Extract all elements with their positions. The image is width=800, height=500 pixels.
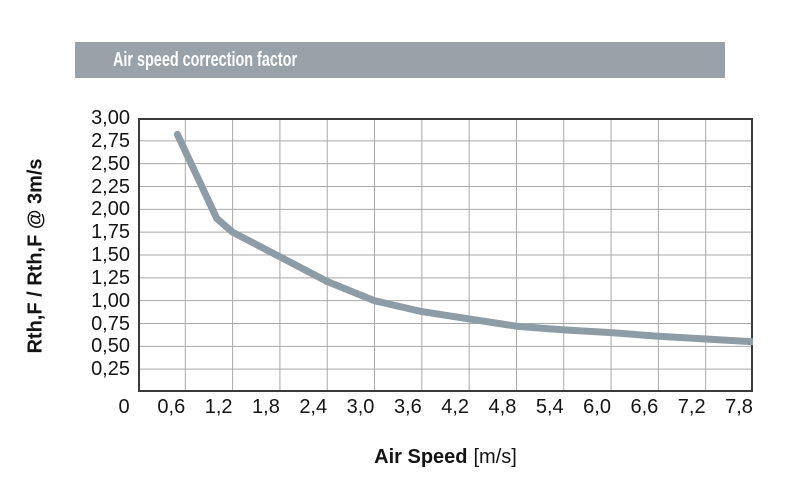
x-tick-label: 3,6	[393, 396, 422, 418]
y-tick-label: 0,50	[91, 335, 130, 358]
x-tick-label: 6,0	[583, 396, 611, 418]
y-tick-label: 3,00	[91, 107, 130, 129]
chart	[138, 118, 753, 392]
y-tick-label: 1,50	[91, 244, 130, 266]
x-tick-label: 7,8	[725, 396, 753, 418]
x-tick-label: 1,8	[252, 396, 280, 418]
section-header-title: Air speed correction factor	[113, 48, 298, 71]
plot-border	[138, 118, 753, 392]
y-tick-label: 2,00	[91, 198, 130, 221]
x-tick-label: 1,2	[204, 396, 233, 418]
y-tick-label: 2,50	[91, 152, 130, 175]
x-tick-label: 4,8	[488, 396, 517, 418]
correction-factor-curve	[173, 130, 753, 346]
y-axis-title: Rth,F / Rth,F @ 3m/s	[24, 158, 47, 354]
y-tick-label: 2,25	[91, 175, 130, 198]
x-axis-title: Air Speed [m/s]	[138, 446, 753, 469]
x-axis-title-unit: [m/s]	[473, 446, 517, 468]
y-tick-label: 0,75	[91, 312, 130, 335]
x-axis-title-name: Air Speed	[374, 446, 468, 468]
y-tick-label: 1,00	[91, 289, 130, 312]
x-tick-label: 2,4	[299, 396, 328, 418]
y-tick-label: 1,25	[91, 266, 130, 289]
x-tick-label: 6,6	[630, 396, 659, 418]
section-header: Air speed correction factor	[75, 42, 725, 78]
y-tick-label: 1,75	[91, 221, 130, 244]
x-tick-label: 4,2	[441, 396, 470, 418]
x-tick-label: 7,2	[677, 396, 706, 418]
x-tick-label: 0,6	[157, 396, 186, 418]
x-tick-label: 3,0	[346, 396, 375, 418]
x-tick-label: 5,4	[535, 396, 564, 418]
x-tick-label: 0	[118, 396, 130, 418]
plot-area-svg	[138, 118, 753, 392]
y-tick-label: 2,75	[91, 129, 130, 152]
y-tick-label: 0,25	[91, 358, 130, 381]
